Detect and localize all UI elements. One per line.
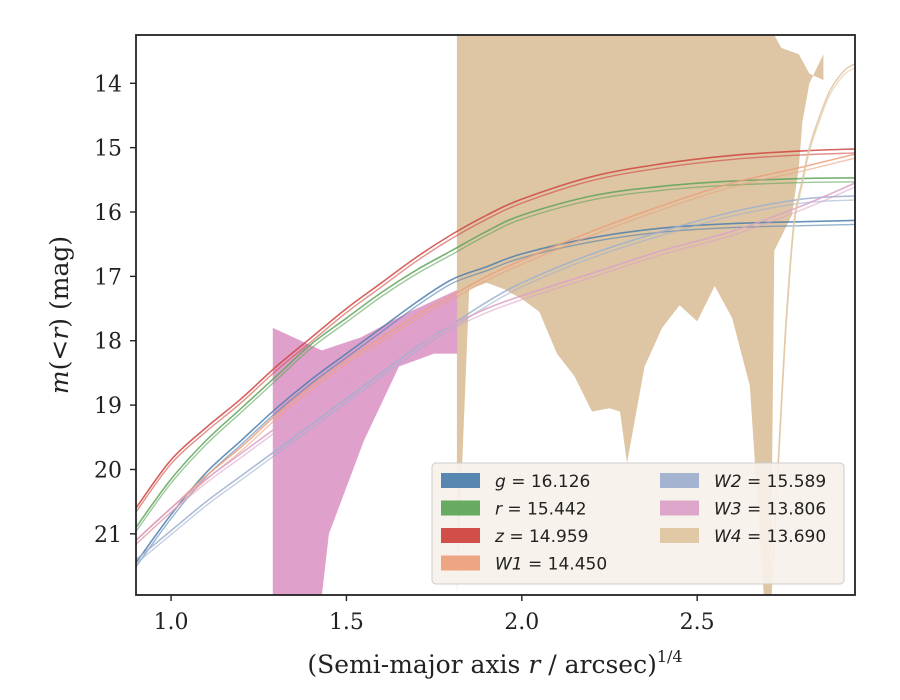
legend-label-w2: W2 = 15.589 <box>714 472 826 492</box>
plot-frame <box>135 34 856 596</box>
series-line-g-lower <box>136 223 855 568</box>
y-tick-label: 14 <box>94 72 122 97</box>
series-line-r <box>136 177 855 528</box>
legend-label-w3: W3 = 13.806 <box>714 500 826 520</box>
y-tick-label: 15 <box>94 137 122 162</box>
legend-box <box>431 462 845 585</box>
y-axis-ticks: 14 15 16 17 18 19 20 21 <box>94 72 136 548</box>
legend-label-g: g = 16.126 <box>495 472 590 492</box>
series-line-z <box>136 148 855 509</box>
y-axis-label: m(<r) (mag) <box>45 236 74 394</box>
series-line-w3-lower <box>136 186 855 545</box>
series-line-w2 <box>136 195 855 561</box>
legend-swatch-z <box>441 528 480 543</box>
y-tick-label: 21 <box>94 523 122 548</box>
y-tick-label: 17 <box>94 265 122 290</box>
legend-label-w4: W4 = 13.690 <box>714 527 826 547</box>
series-line-w2-lower <box>136 199 855 565</box>
legend-swatch-w1 <box>441 555 480 571</box>
legend-swatch-w4 <box>660 528 699 543</box>
y-tick-label: 18 <box>94 330 122 355</box>
legend-label-z: z = 14.959 <box>494 527 588 547</box>
legend-swatch-w2 <box>660 473 699 488</box>
x-tick-label: 2.5 <box>680 610 715 635</box>
y-tick-label: 20 <box>94 458 122 483</box>
legend-swatch-r <box>441 500 480 516</box>
band-w4 <box>456 35 824 595</box>
series-line-w1 <box>136 153 855 541</box>
uncertainty-bands <box>272 35 824 595</box>
series-line-w3 <box>136 182 855 541</box>
x-tick-label: 2.0 <box>504 610 539 635</box>
series-line-z-lower <box>136 152 855 513</box>
y-tick-label: 19 <box>94 394 122 419</box>
series-line-g <box>136 219 855 564</box>
legend-label-w1: W1 = 14.450 <box>495 555 607 575</box>
series-line-w1-lower <box>136 157 855 545</box>
legend: g = 16.126 r = 15.442 z = 14.959 W1 = 14.45… <box>431 462 845 585</box>
band-w3 <box>272 289 459 595</box>
legend-swatch-g <box>441 473 480 488</box>
series-line-r-lower <box>136 181 855 532</box>
legend-label-r: r = 15.442 <box>495 500 587 520</box>
y-tick-label: 16 <box>94 201 122 226</box>
x-tick-label: 1.0 <box>154 610 189 635</box>
x-tick-label: 1.5 <box>329 610 364 635</box>
x-axis-label: (Semi-major axis r / arcsec)1/4 <box>307 647 682 679</box>
series-lines <box>136 63 855 595</box>
x-axis-ticks: 1.0 1.5 2.0 2.5 <box>154 595 715 635</box>
legend-swatch-w3 <box>660 500 699 516</box>
